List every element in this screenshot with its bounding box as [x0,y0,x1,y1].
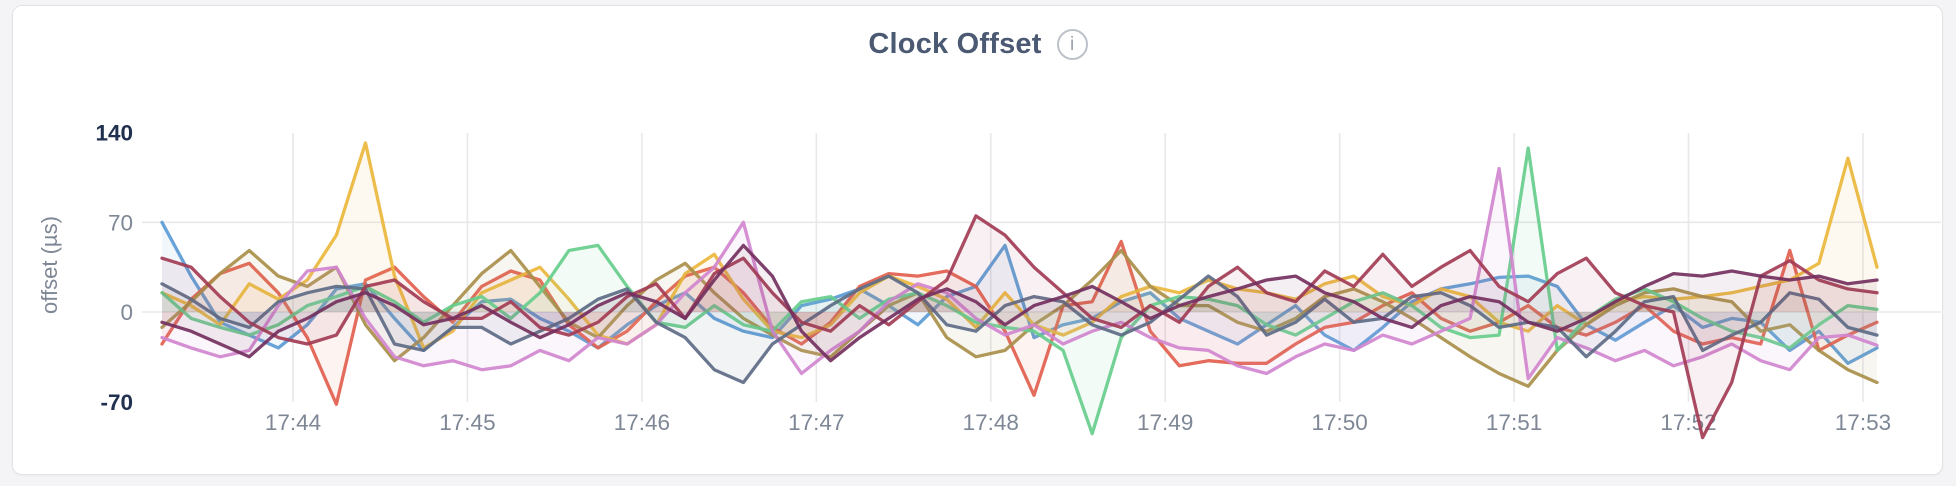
series-area-series-4-khaki [162,250,1877,387]
chart-title: Clock Offset [868,27,1042,60]
x-axis-tick-label: 17:53 [1835,410,1891,435]
x-axis-tick-label: 17:44 [265,410,321,435]
series-line-series-9-plum[interactable] [160,243,1879,363]
series-line-series-4-khaki[interactable] [160,248,1879,388]
x-axis-tick-label: 17:48 [963,410,1019,435]
x-axis-tick-label: 17:45 [439,410,495,435]
chart-header: Clock Offset i [0,26,1956,62]
series-area-series-5-green [162,148,1877,434]
x-axis-tick-label: 17:51 [1486,410,1542,435]
series-line-series-8-maroon[interactable] [160,214,1879,440]
y-axis-tick-label: 140 [95,121,133,146]
x-axis-tick-label: 17:50 [1311,410,1367,435]
y-axis-tick-label: 70 [108,210,133,235]
y-axis-tick-label: 0 [120,300,133,325]
x-axis-tick-label: 17:46 [614,410,670,435]
y-axis-title: offset (µs) [37,216,62,314]
series-line-series-7-slate[interactable] [160,274,1879,385]
axes: 140 70 0 -70 17:44 17:45 17:46 17:47 17:48 17:49 1… [37,121,1891,435]
y-axis-tick-label: -70 [100,390,133,415]
x-axis-tick-label: 17:47 [788,410,844,435]
series-line-series-6-orchid[interactable] [160,166,1879,381]
x-axis-tick-label: 17:49 [1137,410,1193,435]
info-icon[interactable]: i [1056,28,1088,60]
series-area-series-2-salmon [162,241,1877,405]
series-area-series-8-maroon [162,215,1877,438]
series-group [160,141,1879,440]
